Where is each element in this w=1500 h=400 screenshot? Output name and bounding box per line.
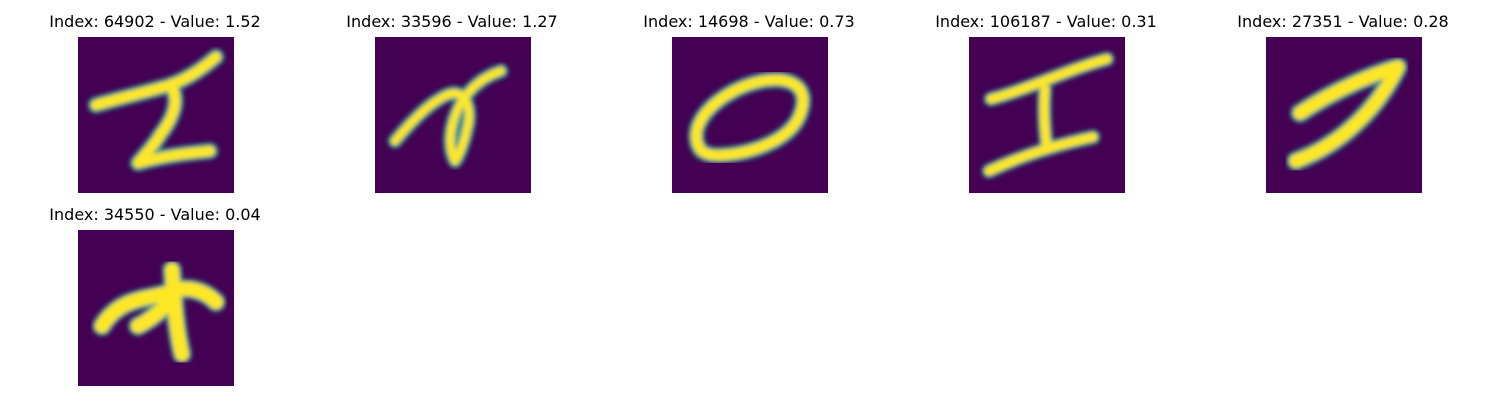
digit-image — [78, 37, 234, 193]
panel-title: Index: 34550 - Value: 0.04 — [49, 205, 261, 224]
digit-image — [672, 37, 828, 193]
panel-title: Index: 33596 - Value: 1.27 — [346, 12, 558, 31]
digit-image — [1266, 37, 1422, 193]
digit-image — [78, 230, 234, 386]
panel-title: Index: 27351 - Value: 0.28 — [1237, 12, 1449, 31]
panel-title: Index: 14698 - Value: 0.73 — [643, 12, 855, 31]
digit-image — [375, 37, 531, 193]
panel-title: Index: 64902 - Value: 1.52 — [49, 12, 261, 31]
panel-title: Index: 106187 - Value: 0.31 — [935, 12, 1157, 31]
digit-image — [969, 37, 1125, 193]
